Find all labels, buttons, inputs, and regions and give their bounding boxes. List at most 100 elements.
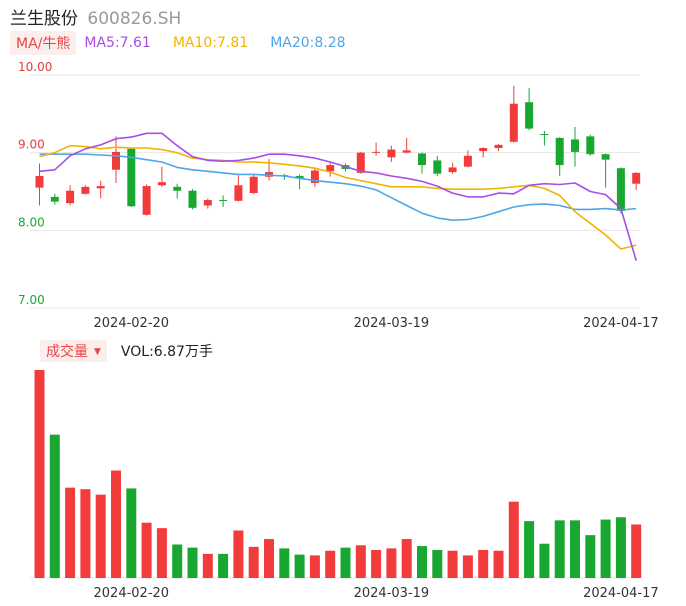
volume-bar: [80, 489, 91, 578]
candle-down: [173, 186, 182, 191]
volume-bar: [233, 530, 244, 578]
volume-bar: [447, 550, 458, 578]
candle-up: [203, 200, 212, 206]
candle-down: [127, 148, 136, 207]
candle-up: [509, 103, 518, 142]
candle-up: [157, 182, 166, 186]
price-date-label: 2024-02-20: [94, 316, 170, 331]
volume-indicator-dropdown[interactable]: 成交量 ▼: [40, 340, 107, 362]
volume-bar: [585, 535, 596, 578]
ma5-legend-label: MA5:7.61: [84, 35, 151, 51]
candle-up: [81, 186, 90, 194]
stock-name: 兰生股份: [10, 9, 78, 29]
candle-up: [310, 170, 319, 183]
volume-bar: [294, 554, 305, 578]
volume-bar: [432, 549, 443, 578]
volume-bar: [34, 370, 45, 578]
price-axis-label: 8.00: [18, 215, 45, 229]
candle-up: [66, 190, 75, 204]
volume-bar: [95, 494, 106, 578]
candle-up: [142, 186, 151, 215]
price-axis-label: 7.00: [18, 293, 45, 307]
stock-code: 600826.SH: [87, 9, 182, 29]
volume-bar: [631, 524, 642, 578]
ma10-legend-label: MA10:7.81: [172, 35, 249, 51]
volume-bar: [218, 553, 229, 578]
volume-bar: [156, 528, 167, 578]
stock-title: 兰生股份 600826.SH: [10, 4, 181, 29]
ma-legend: MA/牛熊 MA5:7.61 MA10:7.81 MA20:8.28: [10, 31, 368, 55]
volume-bar: [65, 487, 76, 578]
candle-down: [188, 190, 197, 208]
volume-bar: [355, 545, 366, 578]
candle-down: [295, 175, 304, 179]
volume-bar: [600, 519, 611, 578]
volume-bar: [141, 522, 152, 578]
candle-down: [433, 160, 442, 174]
volume-bar: [401, 539, 412, 578]
volume-bar: [554, 520, 565, 578]
volume-bar: [248, 546, 259, 578]
price-date-label: 2024-04-17: [583, 316, 659, 331]
price-axis-label: 10.00: [18, 60, 52, 74]
candle-up: [448, 167, 457, 173]
volume-bar: [462, 555, 473, 578]
candle-down: [418, 153, 426, 166]
ma20-legend-label: MA20:8.28: [270, 35, 346, 51]
price-axis-label: 9.00: [18, 138, 45, 152]
candle-down: [525, 102, 534, 129]
volume-bar: [325, 550, 336, 578]
candle-up: [356, 152, 365, 173]
candle-up: [326, 165, 335, 172]
candle-up: [463, 155, 472, 167]
candle-down: [586, 136, 595, 155]
volume-bar: [371, 549, 382, 578]
volume-bar: [340, 547, 351, 578]
volume-bar: [570, 520, 580, 578]
volume-bar: [49, 434, 60, 578]
candle-up: [35, 175, 44, 188]
candle-up: [402, 150, 411, 153]
volume-bar: [386, 548, 397, 578]
volume-date-label: 2024-04-17: [583, 586, 659, 601]
candle-up: [112, 151, 120, 170]
volume-bar: [478, 549, 489, 578]
candle-up: [479, 148, 488, 152]
candle-down: [50, 196, 59, 202]
candle-up: [387, 149, 396, 158]
volume-bar: [111, 470, 121, 578]
volume-bar: [126, 488, 137, 578]
candle-down: [540, 134, 549, 136]
volume-legend: 成交量 ▼ VOL:6.87万手: [40, 340, 213, 362]
volume-bar: [493, 550, 504, 578]
volume-date-label: 2024-03-19: [354, 586, 430, 601]
volume-bar: [524, 521, 535, 578]
ma10-line: [39, 144, 637, 250]
volume-bar: [615, 517, 626, 578]
candle-down: [601, 154, 610, 160]
candle-up: [372, 151, 381, 153]
ma5-line: [39, 132, 637, 261]
volume-bar: [539, 543, 550, 578]
candle-up: [494, 144, 503, 149]
candle-up: [249, 176, 258, 194]
volume-bar: [264, 539, 274, 578]
candle-up: [96, 186, 105, 189]
candle-down: [571, 139, 579, 152]
ma-toggle-button[interactable]: MA/牛熊: [10, 31, 77, 55]
caret-down-icon: ▼: [94, 347, 101, 357]
candle-down: [555, 137, 564, 166]
candle-up: [632, 172, 641, 184]
candle-up: [234, 185, 243, 201]
volume-date-label: 2024-02-20: [94, 586, 170, 601]
candle-down: [616, 168, 625, 211]
volume-bar: [417, 546, 427, 578]
volume-bar: [187, 547, 198, 578]
volume-bar: [309, 555, 320, 578]
volume-value-label: VOL:6.87万手: [120, 344, 213, 360]
price-date-label: 2024-03-19: [354, 316, 430, 331]
volume-indicator-label: 成交量: [46, 344, 88, 360]
volume-bar: [279, 548, 290, 578]
ma20-line: [39, 153, 637, 221]
